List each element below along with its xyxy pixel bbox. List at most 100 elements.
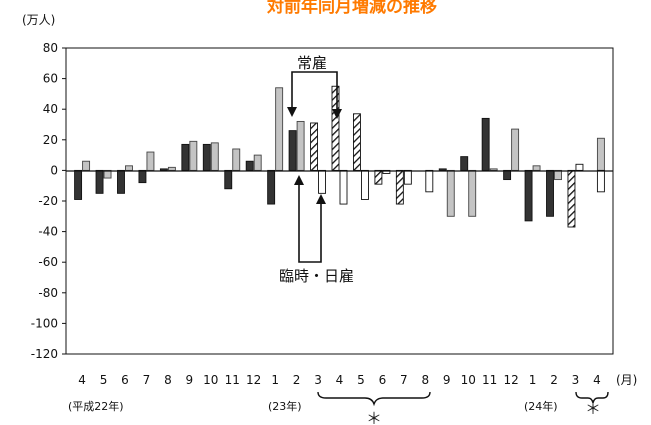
x-tick-label: 3 — [314, 373, 322, 387]
bar-temporary — [189, 140, 198, 171]
x-tick-label: 7 — [143, 373, 151, 387]
bar-regular — [181, 143, 190, 171]
bar-temporary — [339, 169, 348, 205]
y-axis-ticks: 80 60 40 20 0 -20 -40 -60 -80 -100 -120 — [31, 41, 66, 361]
x-tick-label: 11 — [482, 373, 497, 387]
y-tick-label: -120 — [31, 347, 58, 361]
bar-regular — [95, 169, 104, 194]
bar-regular — [224, 169, 233, 190]
bar-temporary — [167, 166, 176, 171]
x-tick-label: 1 — [529, 373, 537, 387]
x-tick-label: 11 — [225, 373, 240, 387]
y-tick-label: -20 — [38, 194, 58, 208]
y-tick-label: -60 — [38, 255, 58, 269]
bar-regular — [546, 169, 554, 217]
x-tick-label: 4 — [336, 373, 344, 387]
x-tick-label: 8 — [421, 373, 429, 387]
bar-regular — [310, 122, 318, 171]
brace-24 — [575, 391, 609, 404]
bar-temporary — [125, 165, 133, 171]
x-axis-ticks: 4 5 6 7 8 9 10 11 12 1 2 3 4 5 6 7 8 9 10 11 12 1 2 3 4 — [78, 373, 600, 387]
bar-regular — [353, 113, 361, 171]
brace-23 — [317, 391, 431, 407]
bar-regular — [267, 169, 276, 205]
bar-temporary — [554, 169, 562, 181]
y-tick-label: -100 — [31, 316, 58, 330]
x-tick-label: 1 — [271, 373, 279, 387]
x-tick-label: 12 — [246, 373, 261, 387]
y-tick-label: -40 — [38, 225, 58, 239]
plot-frame — [65, 47, 614, 355]
annotation-temporary-arrows — [298, 245, 322, 263]
bar-temporary — [596, 169, 605, 193]
annotation-regular-arrows — [291, 71, 338, 82]
bar-temporary — [361, 169, 369, 200]
y-tick-label: 40 — [43, 102, 58, 116]
bar-regular — [503, 169, 512, 181]
era-label-24: (24年) — [524, 399, 558, 413]
annotation-regular: 常雇 — [297, 54, 327, 72]
y-tick-label: 0 — [50, 163, 58, 177]
bar-regular — [438, 168, 447, 171]
bar-regular — [74, 169, 83, 200]
x-tick-label: 7 — [400, 373, 408, 387]
x-tick-label: 5 — [357, 373, 365, 387]
bar-regular — [138, 169, 147, 184]
bar-regular — [331, 85, 340, 171]
bar-temporary — [210, 142, 219, 171]
bar-regular — [159, 168, 168, 171]
asterisk-23: ＊ — [366, 409, 382, 425]
x-tick-label: 9 — [186, 373, 194, 387]
x-tick-label: 2 — [293, 373, 301, 387]
era-label-23: (23年) — [268, 399, 302, 413]
bar-temporary — [146, 151, 155, 171]
asterisk-24: ＊ — [585, 399, 601, 418]
bar-temporary — [253, 154, 262, 171]
bar-regular — [245, 160, 254, 171]
y-unit-label: (万人) — [22, 13, 55, 27]
y-tick-label: -80 — [38, 286, 58, 300]
x-tick-label: 10 — [203, 373, 218, 387]
x-tick-label: 12 — [503, 373, 518, 387]
x-tick-label: 4 — [78, 373, 86, 387]
bar-regular — [481, 117, 490, 171]
y-tick-label: 80 — [43, 41, 58, 55]
bar-regular — [288, 130, 297, 171]
x-tick-label: 10 — [461, 373, 476, 387]
bar-temporary — [425, 169, 434, 193]
bar-regular — [374, 169, 383, 185]
bar-regular — [202, 143, 211, 171]
bar-temporary — [532, 165, 541, 171]
x-tick-label: 4 — [593, 373, 601, 387]
bar-temporary — [232, 148, 241, 171]
bar-temporary — [446, 169, 455, 217]
bar-temporary — [468, 169, 477, 217]
bar-temporary — [82, 160, 91, 171]
bar-temporary — [318, 169, 326, 194]
annotation-temporary: 臨時・日雇 — [279, 267, 354, 285]
x-tick-label: 6 — [121, 373, 129, 387]
bar-regular — [460, 156, 469, 171]
bar-regular — [524, 169, 533, 222]
bar-regular — [117, 169, 125, 194]
x-tick-label: 6 — [379, 373, 387, 387]
bar-series — [74, 85, 605, 228]
x-tick-label: 9 — [443, 373, 451, 387]
x-tick-label: 8 — [164, 373, 172, 387]
bar-temporary — [403, 169, 412, 185]
era-label-h22: (平成22年) — [68, 399, 124, 413]
y-tick-label: 60 — [43, 72, 58, 86]
bar-temporary — [596, 137, 605, 171]
bar-temporary — [511, 128, 520, 171]
bar-temporary — [575, 163, 584, 171]
y-tick-label: 20 — [43, 133, 58, 147]
bar-regular — [395, 169, 404, 205]
x-unit-label: (月) — [616, 373, 637, 387]
chart-title: 対前年同月増減の推移 — [266, 0, 437, 17]
bar-temporary — [296, 120, 305, 171]
x-tick-label: 3 — [572, 373, 580, 387]
x-tick-label: 5 — [100, 373, 108, 387]
bar-temporary — [489, 168, 498, 171]
bar-temporary — [275, 87, 284, 171]
